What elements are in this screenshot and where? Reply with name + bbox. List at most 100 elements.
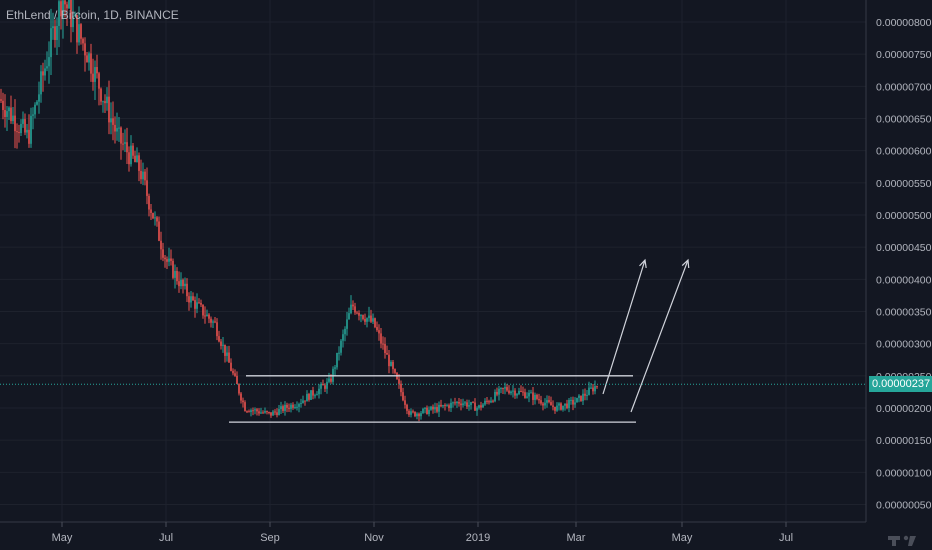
candle-body [308,393,310,400]
candle-body [60,1,62,17]
price-tick-label: 0.00000550 [876,178,932,190]
candle-body [192,296,194,301]
candle-body [170,258,172,261]
candle-body [374,318,376,328]
candle-body [494,391,496,402]
price-tick-label: 0.00000100 [876,467,932,479]
candle-body [160,240,162,250]
candle-body [356,312,358,314]
candle-body [348,313,350,320]
candle-body [148,195,150,210]
candle-body [594,386,596,392]
candle-body [200,302,202,305]
candle-body [378,330,380,334]
candle-body [112,118,114,125]
candle-body [290,404,292,409]
candle-body [312,390,314,396]
candle-body [430,406,432,410]
candle-body [556,405,558,411]
candle-body [342,334,344,341]
candle-body [472,402,474,404]
candle-body [216,322,218,337]
candle-body [220,341,222,346]
candle-body [490,400,492,403]
candle-body [392,361,394,370]
candle-body [236,375,238,385]
candle-body [420,413,422,417]
candle-body [244,402,246,412]
candlestick-series[interactable] [0,0,598,422]
candle-body [570,399,572,401]
price-tick-label: 0.00000300 [876,339,932,351]
time-axis[interactable]: May Jul Sep Nov 2019 Mar May Jul [52,522,793,544]
candle-body [466,402,468,407]
candle-body [100,88,102,102]
candle-body [358,312,360,316]
candle-body [66,4,68,9]
candle-body [404,400,406,405]
candle-body [114,124,116,132]
candle-body [230,362,232,371]
trend-drawings[interactable] [229,258,690,423]
candle-body [432,406,434,410]
candle-body [176,270,178,282]
candle-body [72,15,74,28]
candle-body [218,336,220,342]
candle-body [456,401,458,404]
candle-body [46,66,48,69]
grid-lines [0,0,866,522]
candle-body [346,319,348,329]
candle-body [538,398,540,401]
candle-body [124,142,126,144]
candle-body [24,119,26,133]
candle-body [14,115,16,132]
candle-body [572,399,574,405]
candle-body [596,386,598,388]
candle-body [232,370,234,374]
candle-body [92,73,94,82]
candle-body [270,412,272,416]
candle-body [422,408,424,414]
time-tick-label: Sep [260,532,280,544]
tradingview-logo-icon [888,535,916,546]
candle-body [286,404,288,408]
candle-body [154,217,156,219]
candle-body [116,128,118,132]
price-tick-label: 0.00000400 [876,274,932,286]
candle-body [450,402,452,408]
candle-body [58,1,60,26]
candle-body [8,107,10,112]
candle-body [408,410,410,415]
candle-body [388,354,390,367]
candle-body [510,391,512,394]
candle-body [168,258,170,262]
candle-body [172,260,174,278]
candle-body [518,390,520,394]
candle-body [406,404,408,411]
chart-title: EthLend / Bitcoin, 1D, BINANCE [6,8,179,22]
candle-body [438,404,440,412]
candle-body [390,361,392,367]
time-tick-label: May [672,532,693,544]
candle-body [214,321,216,323]
candle-body [418,413,420,417]
candle-body [480,405,482,408]
time-tick-label: May [52,532,73,544]
candle-body [62,0,64,17]
projection-arrow-line[interactable] [630,259,689,413]
candle-body [410,411,412,415]
candle-body [310,390,312,400]
candle-body [400,383,402,393]
candle-body [162,249,164,258]
candle-body [302,400,304,404]
candle-body [82,38,84,44]
candle-body [240,393,242,401]
candle-body [64,0,66,5]
candle-body [322,384,324,386]
candle-body [150,209,152,213]
candle-body [32,114,34,116]
candle-body [546,400,548,403]
arrow-head-icon [681,258,690,269]
projection-arrow-line[interactable] [602,259,646,395]
